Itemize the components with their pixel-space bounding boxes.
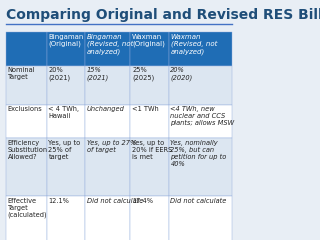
Text: Waxman
(Original): Waxman (Original): [132, 34, 165, 47]
Bar: [47, 104, 85, 138]
Bar: [47, 138, 85, 196]
Bar: [130, 32, 169, 66]
Text: Yes, up to
25% of
target: Yes, up to 25% of target: [48, 140, 81, 160]
Text: Did not calculate: Did not calculate: [87, 198, 143, 204]
Bar: [85, 138, 130, 196]
Text: Yes, up to
20% if EERS
is met: Yes, up to 20% if EERS is met: [132, 140, 172, 160]
Bar: [85, 66, 130, 104]
Text: Efficiency
Substitution
Allowed?: Efficiency Substitution Allowed?: [8, 140, 48, 160]
Bar: [47, 32, 85, 66]
Text: Exclusions: Exclusions: [8, 106, 43, 112]
Bar: [130, 66, 169, 104]
Bar: [6, 66, 47, 104]
Bar: [6, 138, 47, 196]
Text: Effective
Target
(calculated): Effective Target (calculated): [8, 198, 47, 218]
Text: Comparing Original and Revised RES Bills: Comparing Original and Revised RES Bills: [6, 8, 320, 22]
Bar: [130, 196, 169, 240]
Text: 15%
(2021): 15% (2021): [87, 67, 109, 81]
Bar: [130, 138, 169, 196]
Bar: [169, 138, 232, 196]
Bar: [47, 196, 85, 240]
Bar: [6, 104, 47, 138]
Text: Bingaman
(Original): Bingaman (Original): [49, 34, 84, 47]
Text: 20%
(2021): 20% (2021): [48, 67, 70, 81]
Text: Bingaman
(Revised, not
analyzed): Bingaman (Revised, not analyzed): [87, 34, 133, 55]
Bar: [6, 32, 47, 66]
Bar: [169, 104, 232, 138]
Bar: [85, 104, 130, 138]
Bar: [130, 104, 169, 138]
Text: Unchanged: Unchanged: [87, 106, 125, 112]
Text: < 4 TWh,
Hawaii: < 4 TWh, Hawaii: [48, 106, 79, 119]
Bar: [6, 196, 47, 240]
Text: 25%
(2025): 25% (2025): [132, 67, 154, 81]
Bar: [169, 32, 232, 66]
Text: <4 TWh, new
nuclear and CCS
plants; allows MSW: <4 TWh, new nuclear and CCS plants; allo…: [171, 106, 235, 126]
Text: 20%
(2020): 20% (2020): [171, 67, 193, 81]
Text: Nominal
Target: Nominal Target: [8, 67, 36, 80]
Bar: [85, 196, 130, 240]
Bar: [169, 66, 232, 104]
Text: <1 TWh: <1 TWh: [132, 106, 159, 112]
Text: Waxman
(Revised, not
analyzed): Waxman (Revised, not analyzed): [171, 34, 217, 55]
Bar: [169, 196, 232, 240]
Bar: [47, 66, 85, 104]
Text: 17.4%: 17.4%: [132, 198, 153, 204]
Text: Yes, up to 27%
of target: Yes, up to 27% of target: [87, 140, 136, 153]
Text: 12.1%: 12.1%: [48, 198, 69, 204]
Bar: [85, 32, 130, 66]
Text: Yes, nominally
25%, but can
petition for up to
40%: Yes, nominally 25%, but can petition for…: [171, 140, 227, 167]
Text: Did not calculate: Did not calculate: [171, 198, 227, 204]
